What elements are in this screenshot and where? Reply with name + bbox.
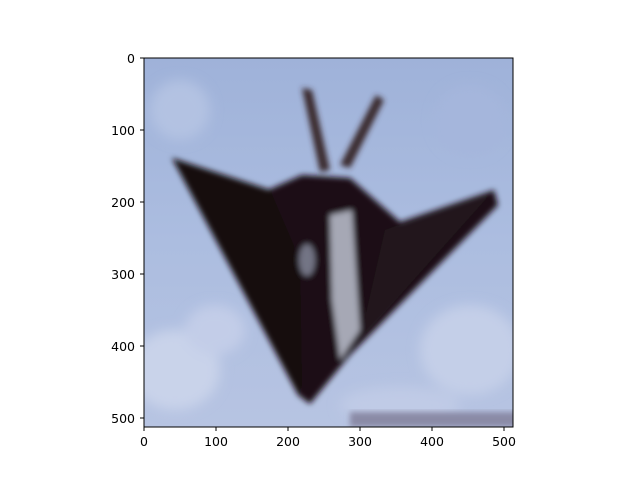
left-wing <box>172 158 302 395</box>
x-tick-label: 500 <box>492 434 516 449</box>
y-tick-label: 300 <box>111 267 135 282</box>
cloud-patches <box>144 80 513 423</box>
x-tick-label: 100 <box>204 434 228 449</box>
bottom-strip <box>350 412 513 427</box>
tail-fin-right <box>340 95 384 168</box>
axes-frame <box>143 57 514 428</box>
y-tick-label: 200 <box>111 195 135 210</box>
tail-fin-left <box>302 88 330 172</box>
photo-image <box>144 58 513 427</box>
x-axis: 0 100 200 300 400 500 <box>140 427 516 449</box>
y-tick-label: 100 <box>111 123 135 138</box>
x-tick-label: 200 <box>276 434 300 449</box>
right-wing <box>360 190 494 340</box>
x-tick-label: 0 <box>140 434 148 449</box>
x-tick-label: 400 <box>420 434 444 449</box>
x-tick-label: 300 <box>348 434 372 449</box>
fuselage-highlight <box>330 210 360 360</box>
y-tick-label: 400 <box>111 339 135 354</box>
y-axis: 0 100 200 300 400 500 <box>111 51 144 426</box>
y-tick-label: 500 <box>111 411 135 426</box>
y-tick-label: 0 <box>127 51 135 66</box>
canopy-highlight <box>299 244 315 276</box>
aircraft <box>172 88 498 404</box>
